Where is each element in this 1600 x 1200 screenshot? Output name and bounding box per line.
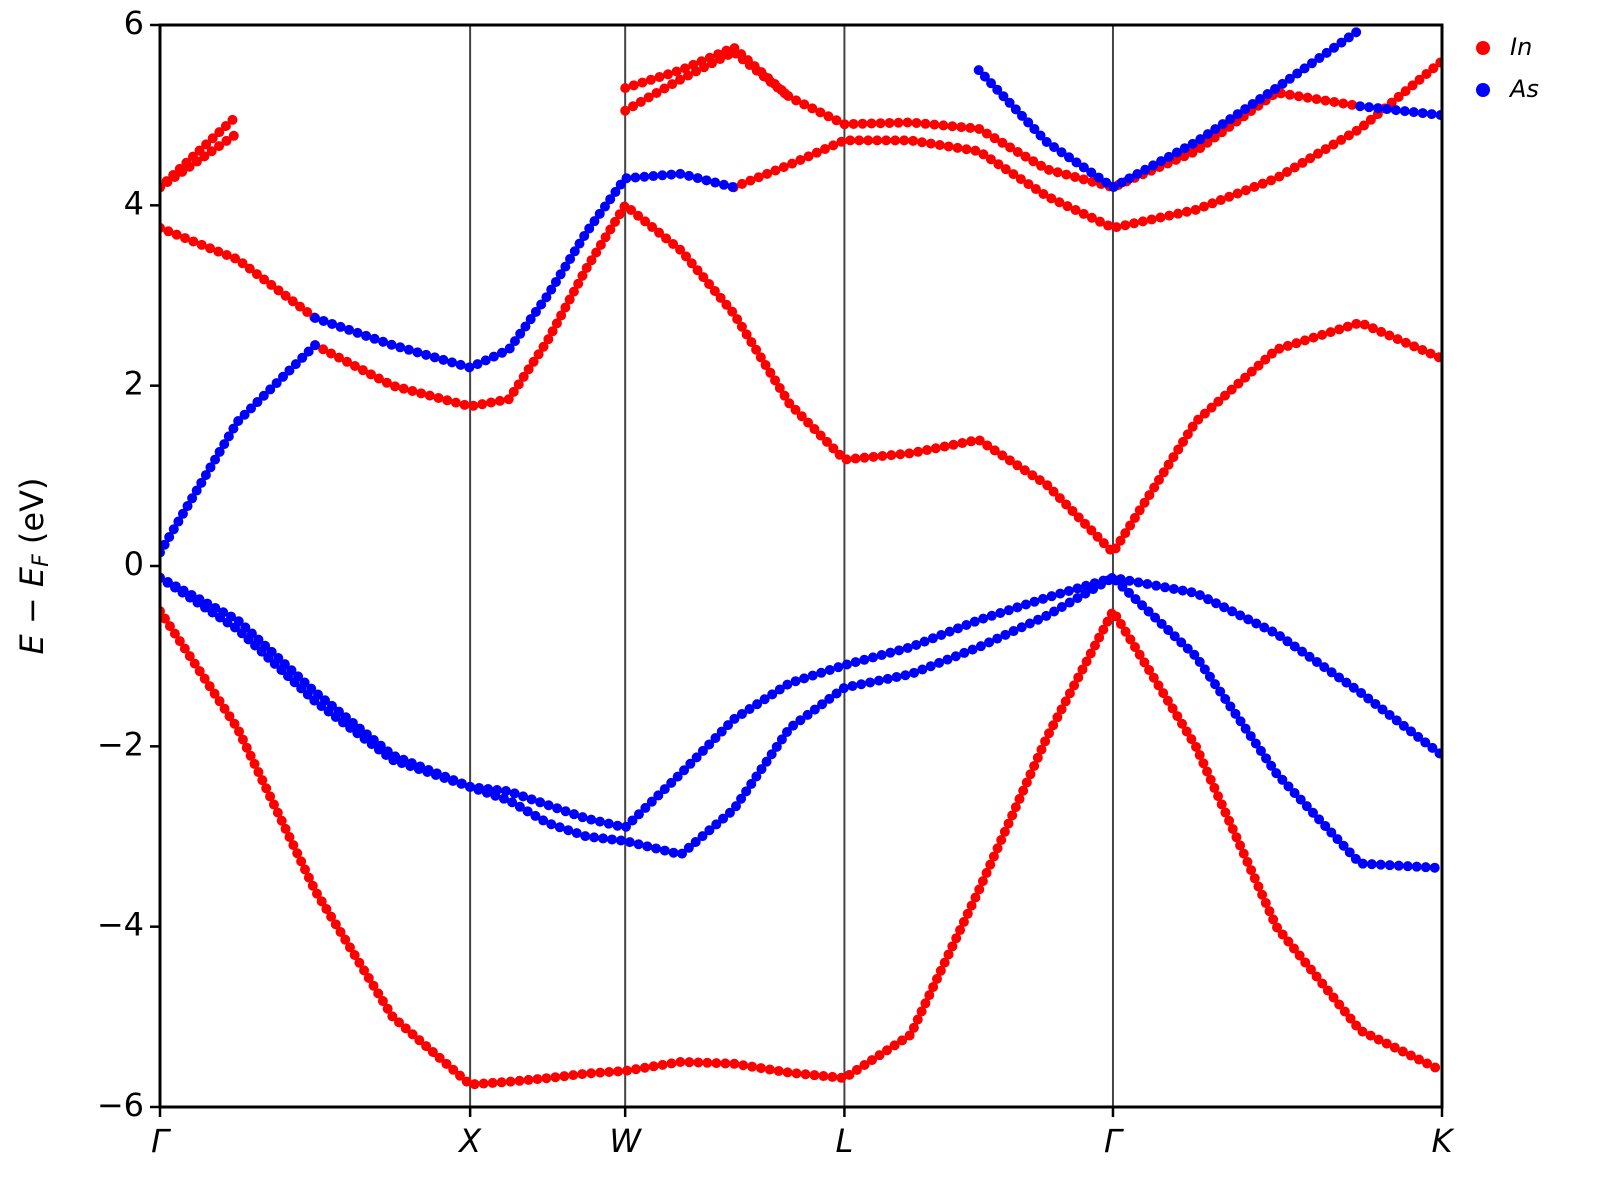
y-tick-label: 2	[124, 365, 144, 403]
y-label-unit: (eV)	[13, 478, 51, 555]
y-label-main: E − E	[13, 566, 51, 654]
x-tick-label: Γ	[1104, 1122, 1124, 1160]
x-tick-label: X	[457, 1122, 482, 1160]
band-as	[310, 168, 739, 373]
y-tick-label: 6	[124, 4, 144, 42]
legend-marker	[1476, 41, 1490, 55]
band-as	[973, 25, 1366, 193]
legend-marker	[1476, 83, 1490, 97]
band-as	[1355, 101, 1442, 121]
axes-layer: −6 −4 −2 0 2 4 6 Γ X W L Γ K	[97, 4, 1456, 1160]
band-in	[310, 200, 1442, 558]
y-tick-label: −2	[97, 725, 144, 763]
band-in	[160, 47, 795, 193]
legend-label: In	[1510, 33, 1532, 61]
legend: In As	[1476, 33, 1539, 103]
x-tick-label: K	[1432, 1122, 1456, 1160]
legend-label: As	[1508, 75, 1539, 103]
x-tick-label: L	[836, 1122, 854, 1160]
y-tick-label: 0	[124, 545, 144, 583]
y-axis-label: E − EF (eV)	[13, 478, 54, 655]
band-in	[160, 56, 1442, 323]
bands-layer	[160, 25, 1442, 1090]
band-in	[160, 606, 1442, 1090]
y-tick-label: 4	[124, 184, 144, 222]
x-tick-label: Γ	[151, 1122, 171, 1160]
band-as	[160, 572, 1442, 833]
x-tick-label: W	[609, 1122, 642, 1160]
y-tick-label: −6	[97, 1086, 144, 1124]
y-label-sub: F	[29, 554, 54, 567]
band-as	[160, 572, 1442, 874]
band-as	[160, 340, 321, 558]
y-tick-label: −4	[97, 906, 144, 944]
